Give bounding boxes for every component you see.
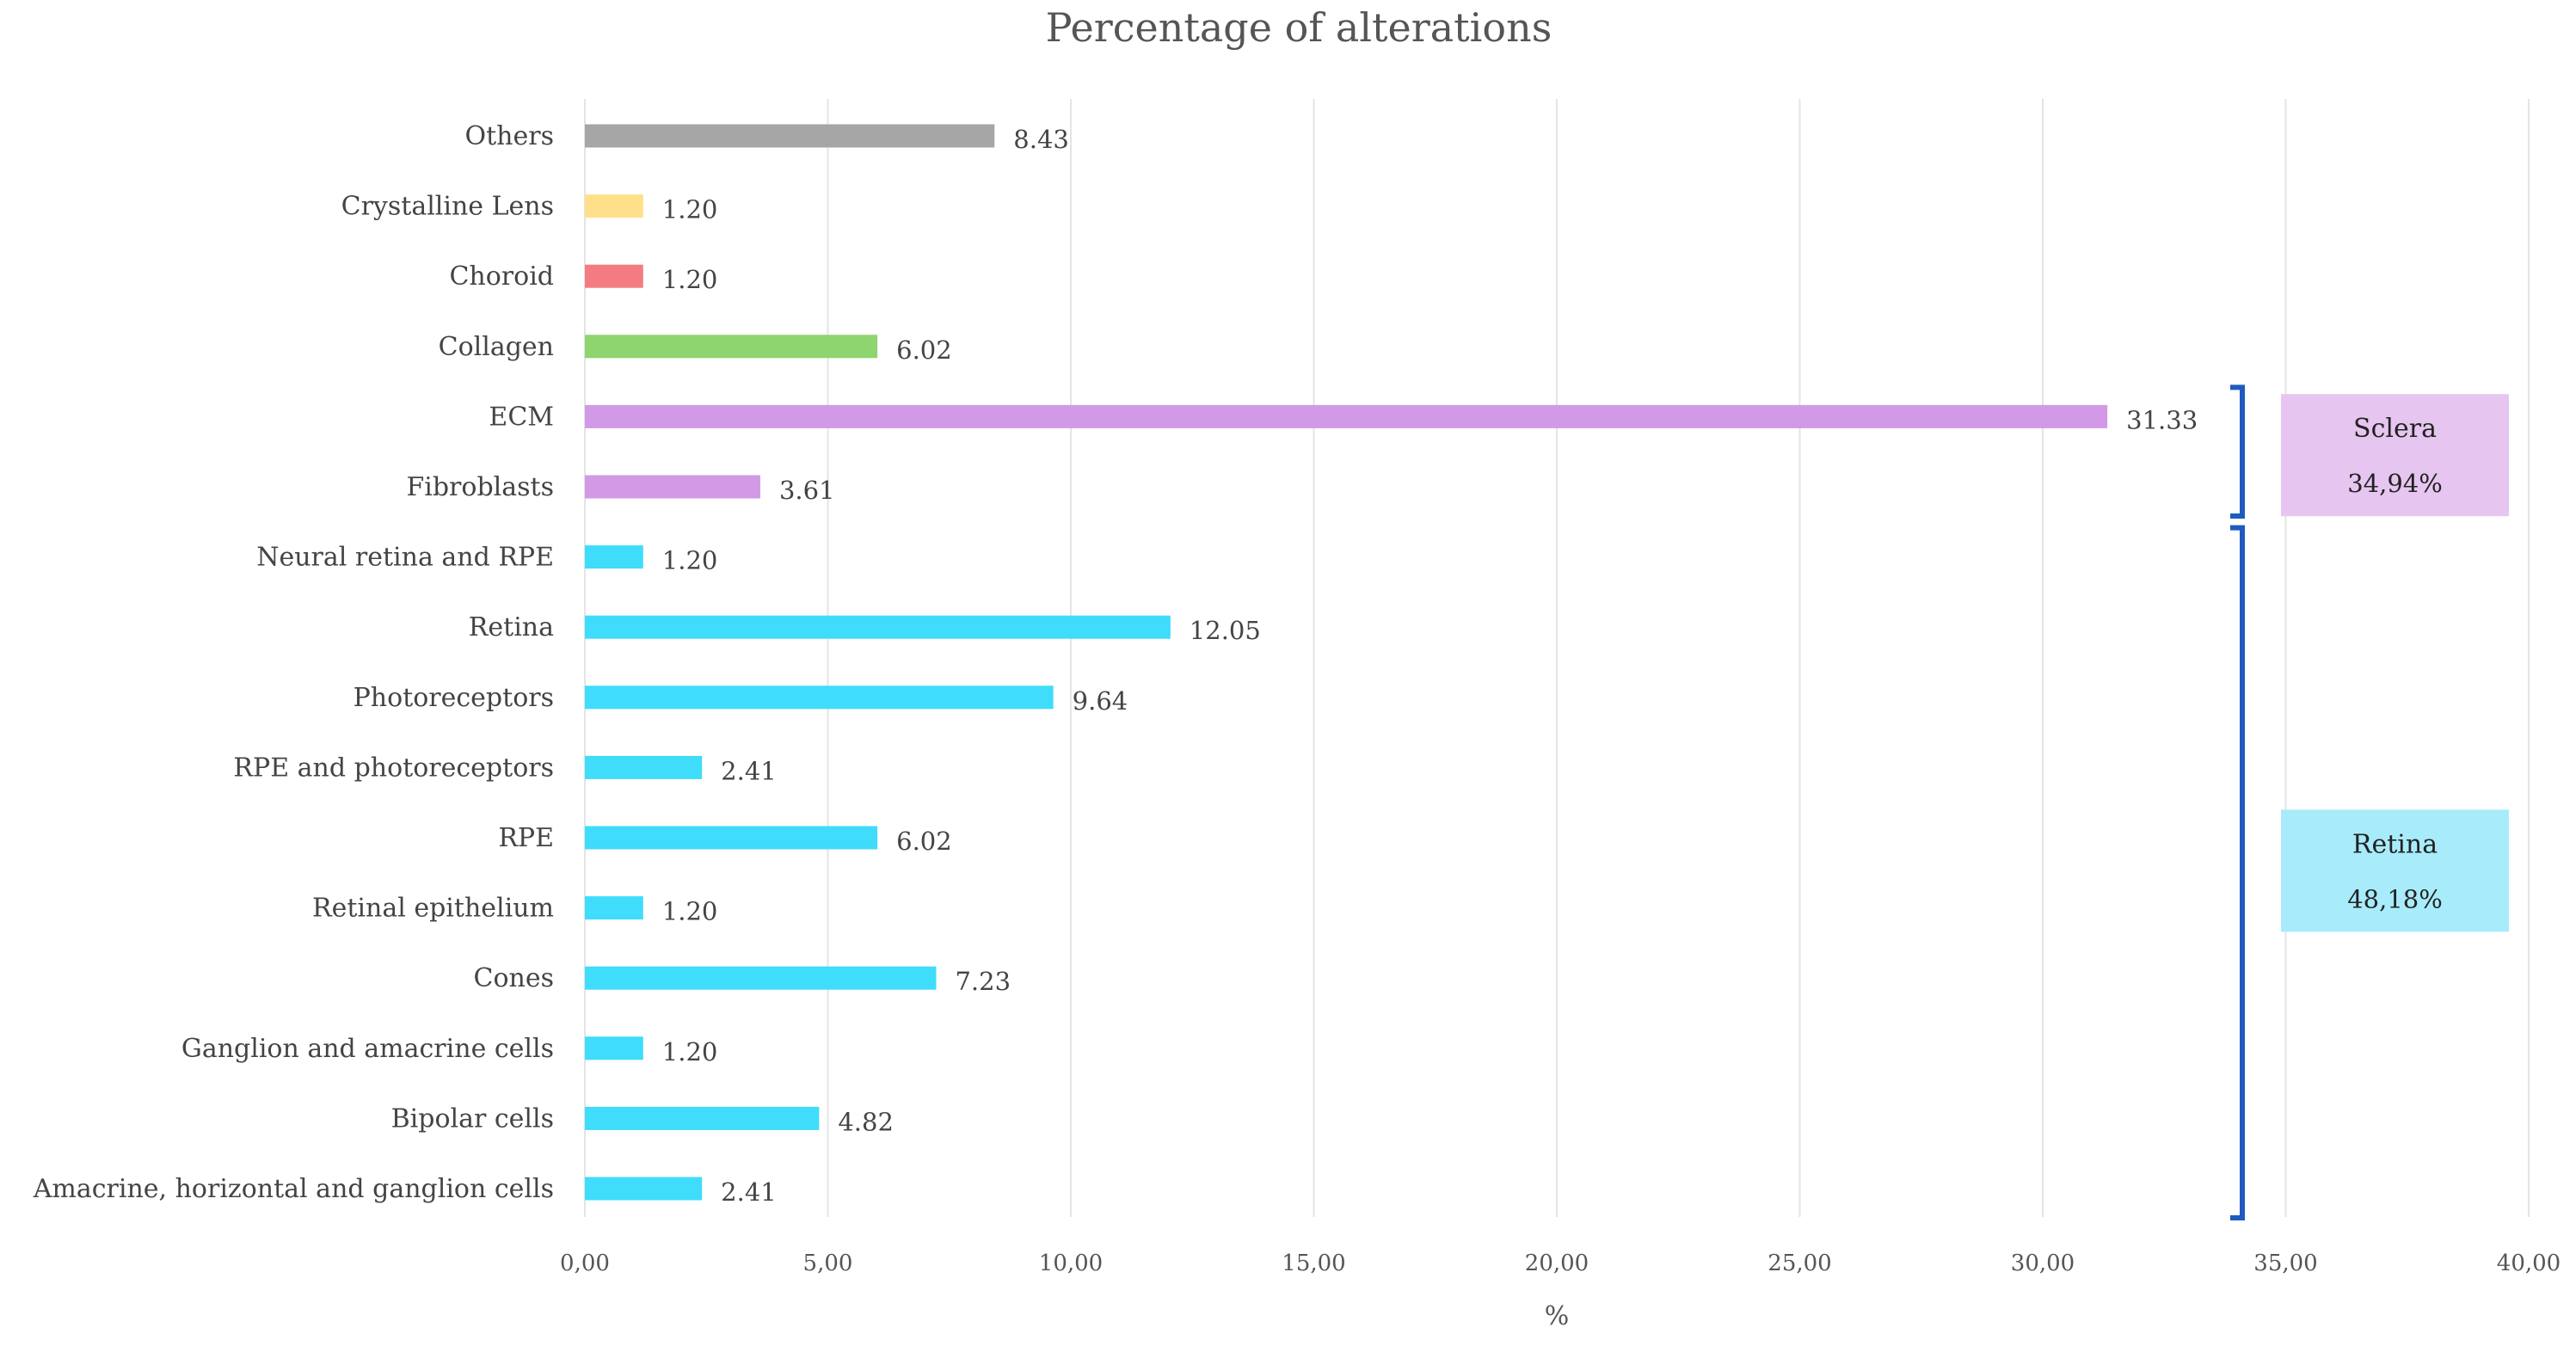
category-label: Photoreceptors — [354, 683, 554, 713]
data-label: 6.02 — [896, 335, 952, 365]
data-label: 1.20 — [662, 265, 718, 294]
x-tick-label: 15,00 — [1282, 1251, 1345, 1276]
data-label: 1.20 — [662, 195, 718, 224]
category-label: Neural retina and RPE — [256, 543, 554, 573]
bar — [585, 685, 1054, 710]
data-label: 1.20 — [662, 546, 718, 575]
category-label: RPE and photoreceptors — [233, 753, 554, 783]
x-axis-ticks: 0,00 5,00 10,00 15,00 20,00 25,00 30,00 35,00 40… — [560, 1251, 2561, 1276]
bar — [585, 335, 878, 359]
x-tick-label: 25,00 — [1768, 1251, 1831, 1276]
category-label: Cones — [474, 963, 555, 993]
category-label: Ganglion and amacrine cells — [181, 1034, 554, 1064]
data-label: 2.41 — [721, 1177, 777, 1207]
category-label: Retina — [469, 612, 554, 642]
group-name: Sclera — [2353, 414, 2437, 444]
data-label: 4.82 — [838, 1107, 894, 1136]
bar — [585, 194, 643, 218]
bar — [585, 264, 643, 288]
bar — [585, 1106, 820, 1130]
category-label: ECM — [489, 402, 554, 432]
group-percent: 48,18% — [2347, 884, 2443, 913]
x-tick-label: 20,00 — [1525, 1251, 1589, 1276]
category-label: Retinal epithelium — [312, 894, 554, 924]
bar — [585, 475, 760, 499]
category-label: Amacrine, horizontal and ganglion cells — [33, 1174, 554, 1204]
data-label: 2.41 — [721, 756, 777, 785]
data-label: 9.64 — [1073, 686, 1128, 716]
category-label: Crystalline Lens — [341, 192, 554, 222]
data-label: 6.02 — [896, 827, 952, 856]
x-tick-label: 30,00 — [2011, 1251, 2075, 1276]
data-label: 1.20 — [662, 897, 718, 926]
group-bracket — [2230, 384, 2245, 519]
group-bracket — [2230, 525, 2245, 1220]
bar — [585, 1036, 643, 1060]
bar — [585, 545, 643, 569]
group-box — [2281, 809, 2509, 932]
group-name: Retina — [2352, 829, 2438, 859]
data-label: 3.61 — [779, 476, 835, 505]
x-tick-label: 0,00 — [560, 1251, 610, 1276]
bar — [585, 615, 1171, 639]
category-label: Choroid — [449, 261, 554, 292]
group-annotations: Sclera 34,94% Retina 48,18% — [2230, 384, 2509, 1220]
data-label: 31.33 — [2126, 405, 2198, 434]
value-labels: 8.43 1.20 1.20 6.02 31.33 3.61 1.20 12.05 9.64 2.… — [662, 125, 2198, 1207]
category-label: Collagen — [439, 332, 554, 362]
data-label: 7.23 — [955, 967, 1011, 996]
bars — [585, 124, 2108, 1201]
bar — [585, 966, 937, 990]
x-axis-title: % — [1545, 1301, 1570, 1331]
bar — [585, 826, 878, 850]
group-percent: 34,94% — [2347, 469, 2443, 498]
category-labels: Others Crystalline Lens Choroid Collagen ECM… — [33, 121, 554, 1204]
data-label: 1.20 — [662, 1037, 718, 1066]
x-tick-label: 40,00 — [2497, 1251, 2561, 1276]
data-label: 8.43 — [1013, 125, 1069, 154]
x-tick-label: 5,00 — [803, 1251, 853, 1276]
x-tick-label: 35,00 — [2253, 1251, 2317, 1276]
bar — [585, 404, 2108, 428]
bar — [585, 1177, 703, 1201]
category-label: Fibroblasts — [406, 472, 554, 502]
chart-title: Percentage of alterations — [1046, 4, 1552, 51]
category-label: RPE — [498, 823, 554, 853]
bar — [585, 896, 643, 920]
category-label: Others — [465, 121, 554, 151]
category-label: Bipolar cells — [391, 1103, 554, 1134]
bar — [585, 124, 995, 148]
x-tick-label: 10,00 — [1039, 1251, 1103, 1276]
group-box — [2281, 394, 2509, 517]
data-label: 12.05 — [1190, 616, 1261, 645]
bar — [585, 755, 703, 779]
